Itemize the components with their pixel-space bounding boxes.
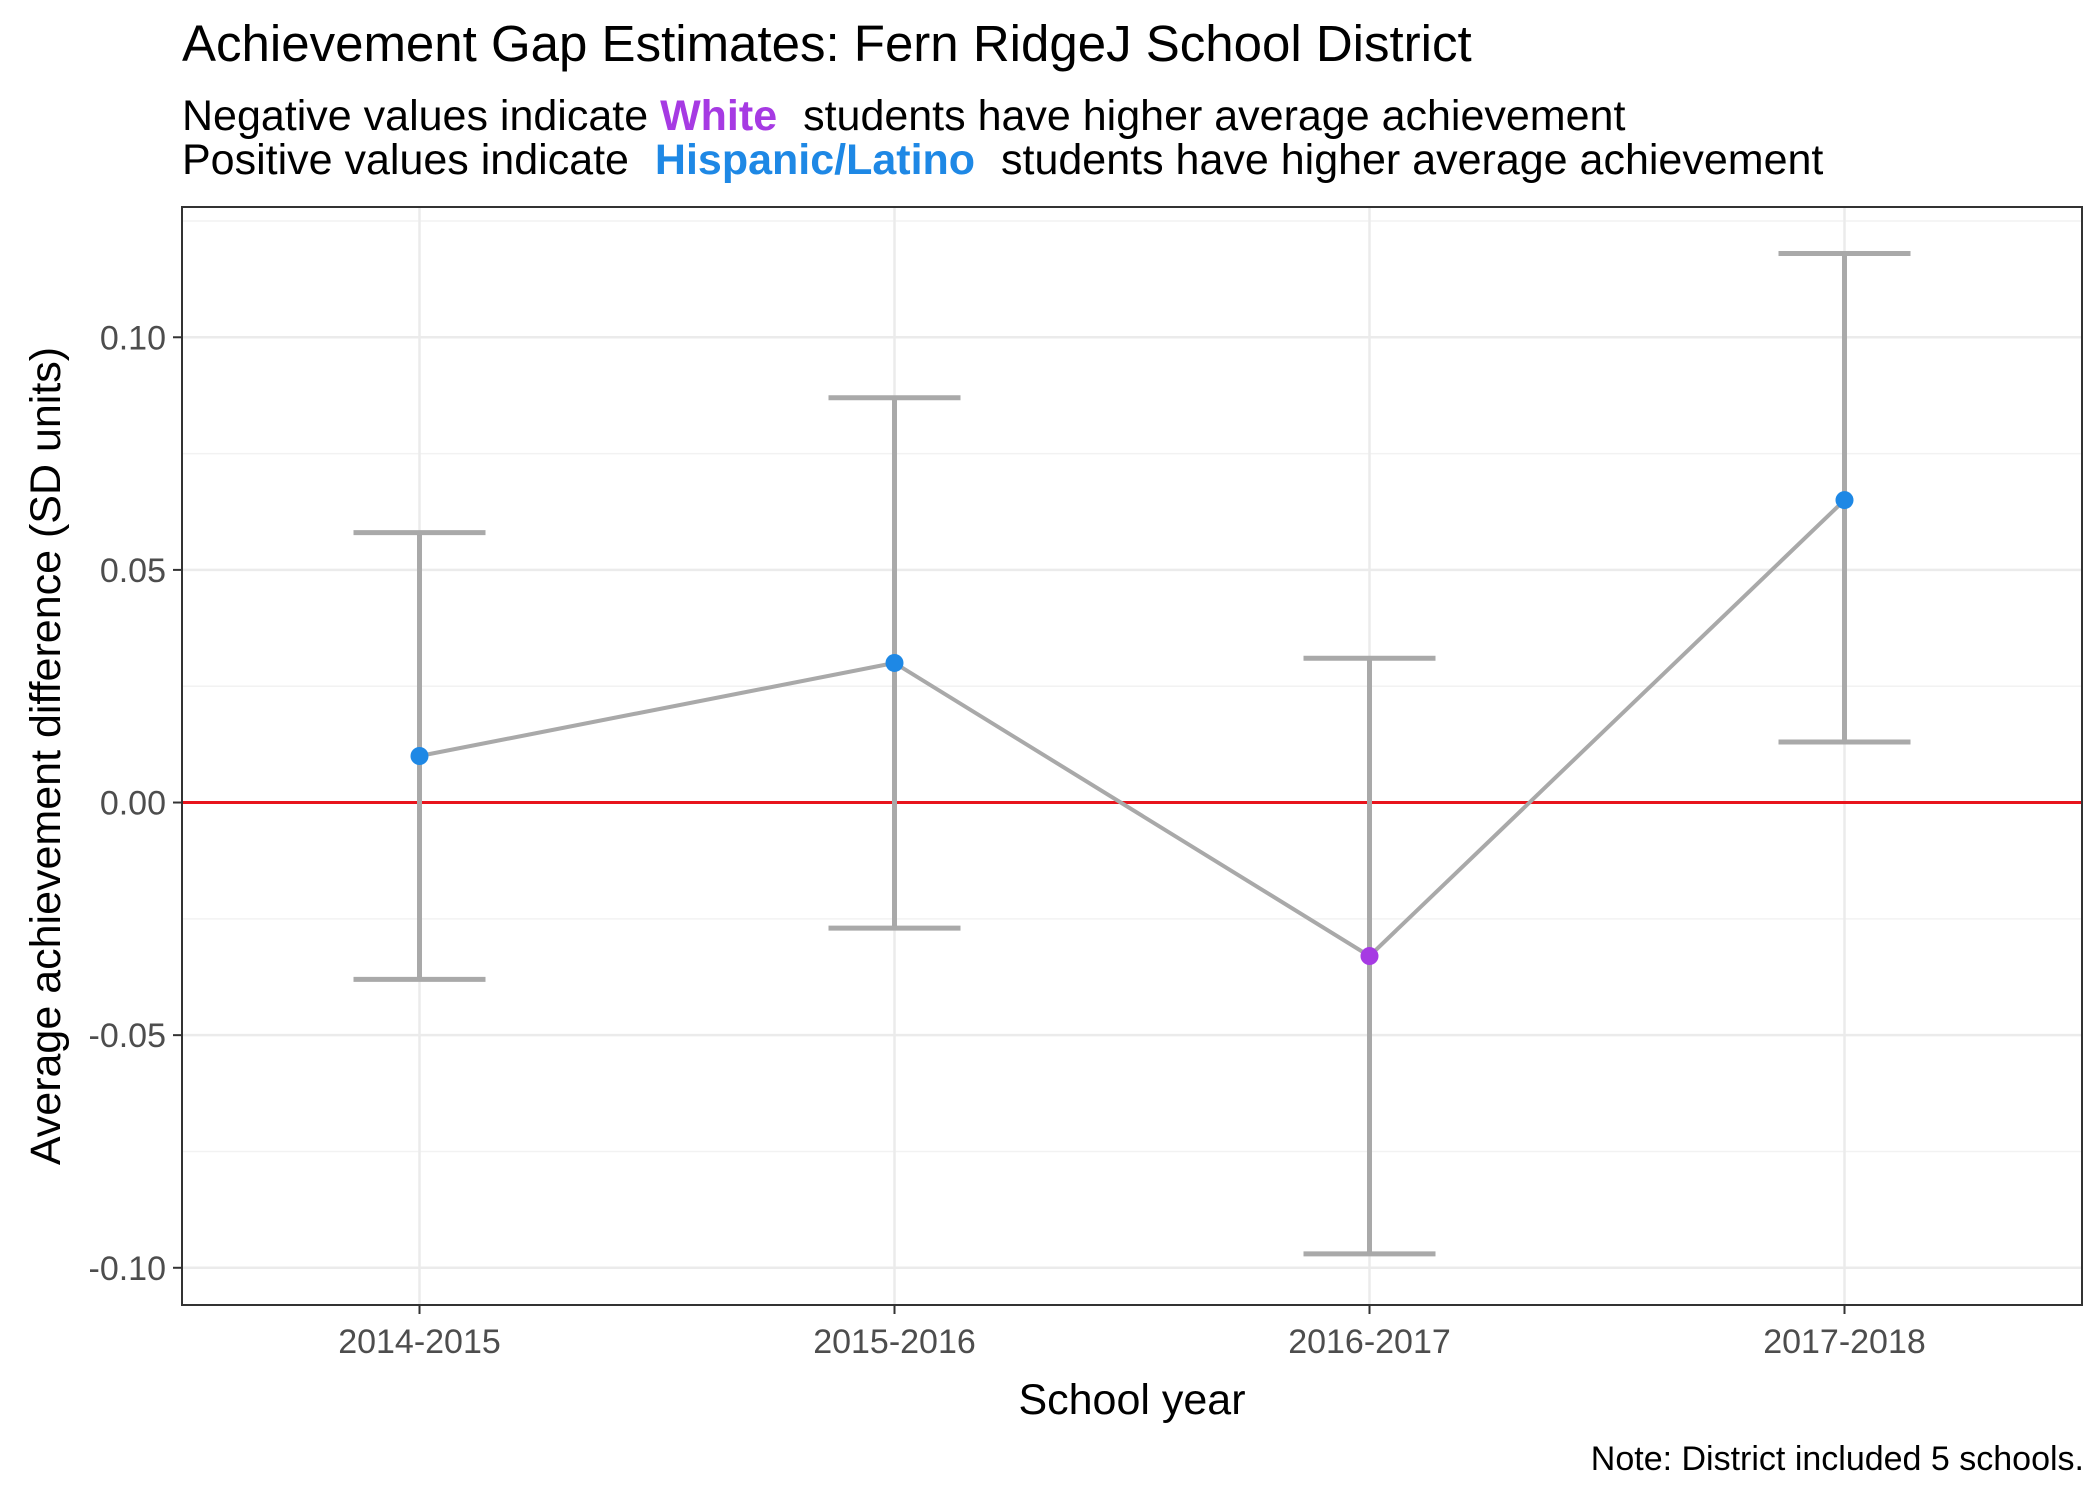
estimate-point	[885, 653, 904, 672]
subtitle-hispanic-group: Hispanic/Latino	[654, 136, 976, 184]
estimate-point	[410, 747, 429, 765]
x-axis-ticks: 2014-2015 2015-2016 2016-2017 2017-2018	[338, 1305, 1926, 1361]
grid-lines	[182, 207, 2082, 1305]
subtitle-white-group: White	[660, 92, 778, 140]
subtitle-line-negative: Negative values indicate White students …	[182, 92, 1625, 141]
x-tick-label: 2016-2017	[1288, 1323, 1451, 1361]
y-axis-label: Average achievement difference (SD units…	[22, 347, 70, 1165]
subtitle-negative-suffix: students have higher average achievement	[803, 92, 1626, 140]
caption-note: Note: District included 5 schools.	[1590, 1440, 2084, 1478]
subtitle-line-positive: Positive values indicate Hispanic/Latino…	[182, 136, 1823, 185]
x-tick-label: 2017-2018	[1763, 1323, 1926, 1361]
y-tick-label: 0.10	[100, 319, 166, 357]
y-tick-label: -0.10	[89, 1250, 167, 1288]
subtitle-negative-prefix: Negative values indicate	[182, 92, 649, 140]
x-tick-label: 2014-2015	[338, 1323, 501, 1361]
x-tick-label: 2015-2016	[813, 1323, 976, 1361]
estimate-points	[410, 491, 1854, 966]
subtitle-positive-suffix: students have higher average achievement	[1001, 136, 1824, 184]
plot-border	[181, 206, 2083, 1306]
y-tick-label: 0.00	[100, 785, 166, 823]
estimate-line	[419, 498, 1846, 959]
y-axis-ticks: -0.10 -0.05 0.00 0.05 0.10	[89, 319, 182, 1288]
estimate-point	[1360, 947, 1379, 966]
x-axis-label: School year	[1018, 1376, 1245, 1424]
estimate-point	[1835, 491, 1854, 510]
estimate-line-path	[419, 498, 1846, 959]
y-tick-label: 0.05	[100, 552, 166, 590]
error-bars	[353, 251, 1911, 1257]
y-tick-label: -0.05	[89, 1017, 167, 1055]
subtitle-positive-prefix: Positive values indicate	[182, 136, 629, 184]
chart-title: Achievement Gap Estimates: Fern RidgeJ S…	[182, 15, 1472, 72]
